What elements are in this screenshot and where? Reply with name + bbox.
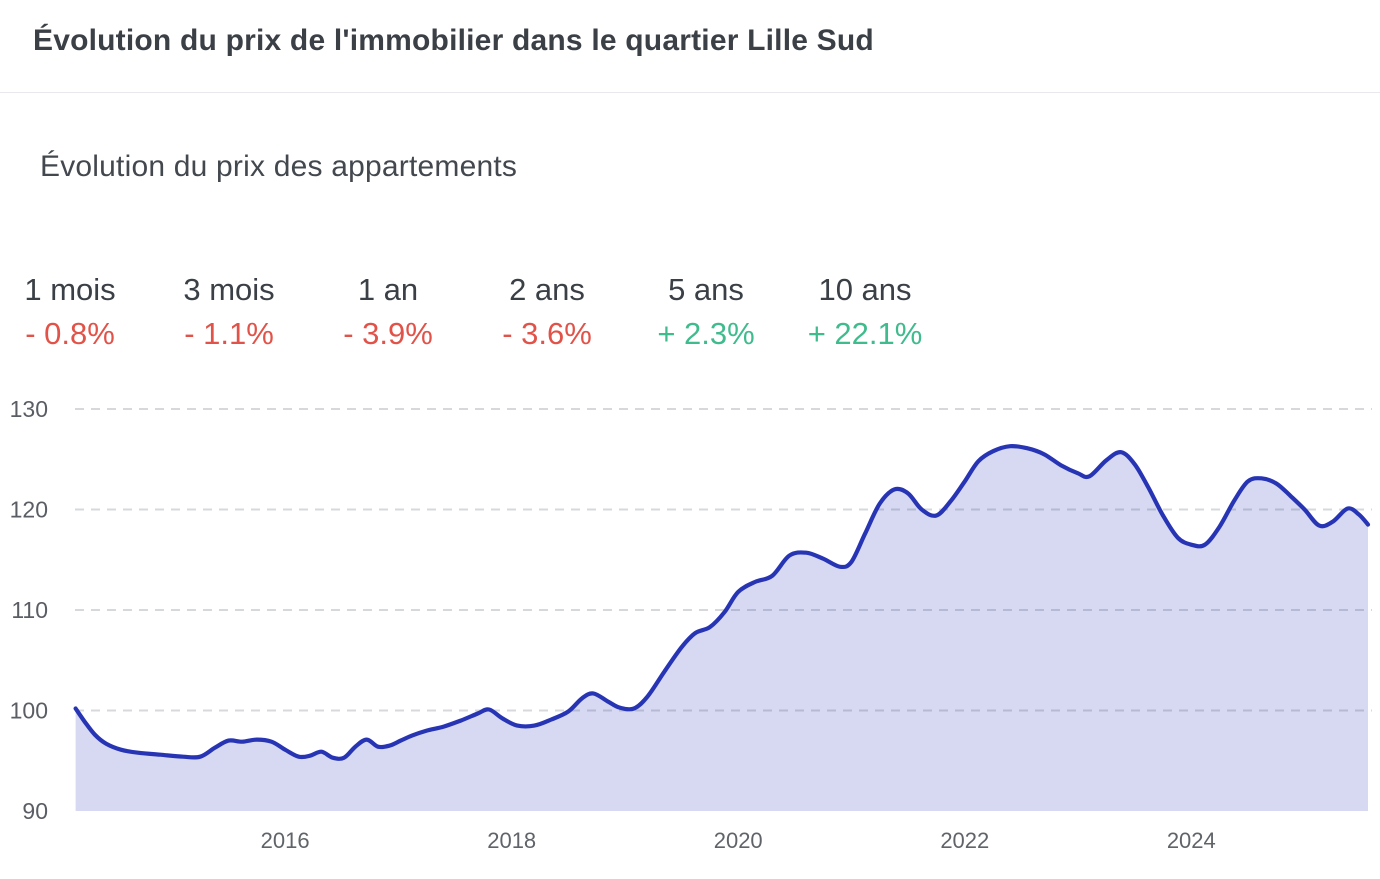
stat-label: 10 ans: [818, 272, 912, 307]
price-area: [75, 446, 1369, 811]
x-axis-label-2020: 2020: [714, 828, 763, 853]
stat-label: 1 an: [357, 272, 419, 307]
price-evolution-chart: 130 120 110 100 90 2016 2018 2020 2022 2024: [0, 385, 1380, 874]
stat-label: 3 mois: [183, 272, 275, 307]
header-divider: [0, 92, 1380, 93]
page-header: Évolution du prix de l'immobilier dans l…: [33, 20, 1380, 62]
y-axis-label-130: 130: [10, 396, 48, 422]
stat-period-1-mois: 1 mois - 0.8%: [8, 271, 132, 353]
y-axis-label-120: 120: [10, 497, 48, 523]
stat-period-2-ans: 2 ans - 3.6%: [485, 271, 609, 353]
x-axis-label-2016: 2016: [261, 828, 310, 853]
stat-period-5-ans: 5 ans + 2.3%: [644, 271, 768, 353]
stat-value: + 22.1%: [807, 316, 923, 351]
stat-value: + 2.3%: [657, 316, 755, 351]
y-axis-label-110: 110: [11, 597, 48, 623]
stat-period-3-mois: 3 mois - 1.1%: [167, 271, 291, 353]
y-axis-label-90: 90: [22, 798, 48, 824]
price-change-stats-row: 1 mois - 0.8% 3 mois - 1.1% 1 an - 3.9% 2 ans -…: [8, 271, 962, 353]
stat-label: 1 mois: [24, 272, 116, 307]
chart-subtitle: Évolution du prix des appartements: [40, 150, 518, 183]
y-axis-label-100: 100: [10, 698, 48, 724]
stat-value: - 3.6%: [502, 316, 592, 351]
stat-label: 2 ans: [509, 272, 585, 307]
x-axis-label-2022: 2022: [940, 828, 989, 853]
stat-period-1-an: 1 an - 3.9%: [326, 271, 450, 353]
stat-value: - 0.8%: [25, 316, 115, 351]
stat-value: - 3.9%: [343, 316, 433, 351]
x-axis-label-2018: 2018: [487, 828, 536, 853]
x-axis-label-2024: 2024: [1167, 828, 1216, 853]
stat-period-10-ans: 10 ans + 22.1%: [803, 271, 927, 353]
stat-value: - 1.1%: [184, 316, 274, 351]
chart-svg: 130 120 110 100 90 2016 2018 2020 2022 2024: [10, 396, 1372, 853]
stat-label: 5 ans: [668, 272, 744, 307]
page-title: Évolution du prix de l'immobilier dans l…: [33, 24, 874, 57]
price-line: [73, 443, 1371, 761]
